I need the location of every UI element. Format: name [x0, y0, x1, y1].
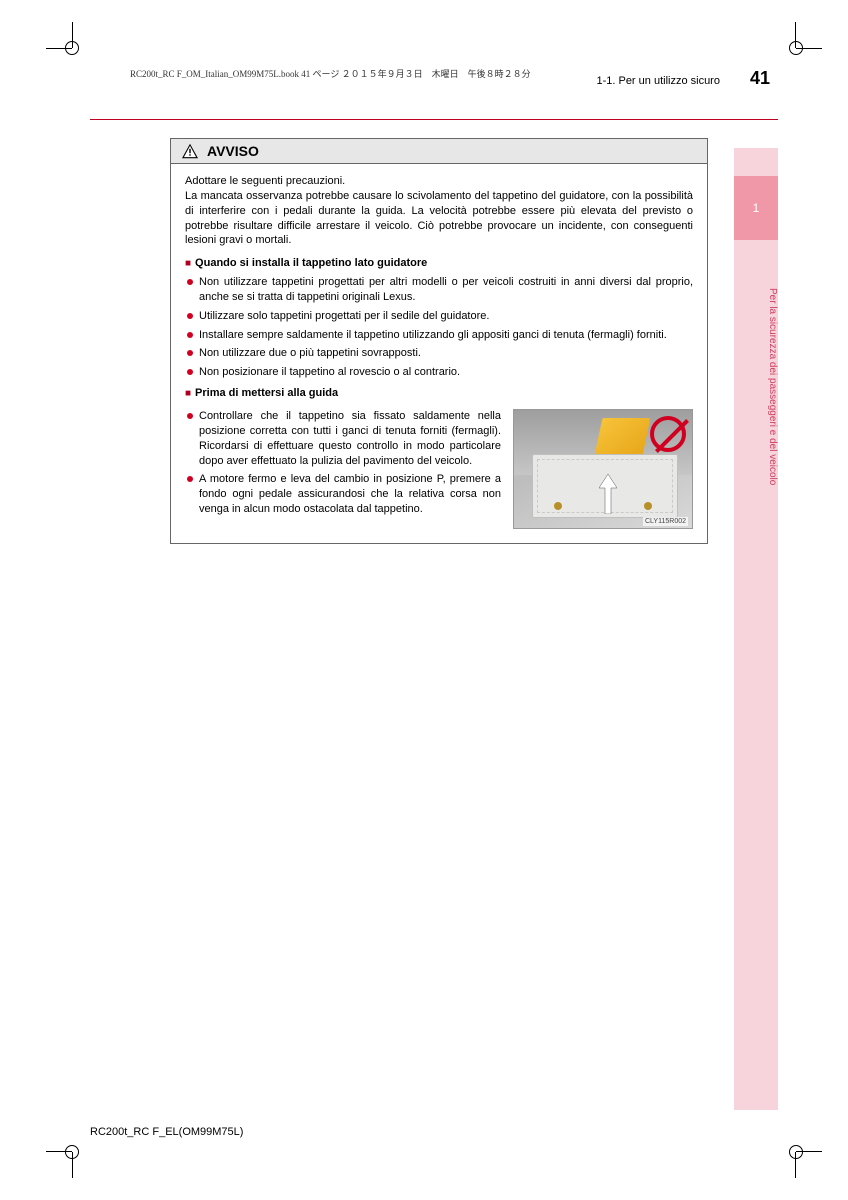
- page-header: 1-1. Per un utilizzo sicuro 41: [90, 68, 778, 89]
- warning-subheading-2: Prima di mettersi alla guida: [185, 386, 693, 401]
- list-item: A motore fermo e leva del cambio in posi…: [199, 472, 501, 517]
- warning-body: Adottare le seguenti precauzioni. La man…: [171, 164, 707, 543]
- warning-list-2: Controllare che il tappetino sia fissato…: [185, 405, 501, 521]
- figure-code: CLY115R002: [643, 517, 688, 526]
- warning-header: AVVISO: [171, 139, 707, 164]
- list-item: Installare sempre saldamente il tappetin…: [199, 328, 693, 343]
- header-rule: [90, 119, 778, 120]
- floor-mat-illustration: CLY115R002: [513, 409, 693, 529]
- warning-intro: Adottare le seguenti precauzioni. La man…: [185, 174, 693, 248]
- chapter-label-vertical: Per la sicurezza dei passeggeri e del ve…: [734, 288, 778, 688]
- prohibition-icon: [650, 416, 686, 452]
- list-item: Non utilizzare tappetini progettati per …: [199, 275, 693, 305]
- warning-list-1: Non utilizzare tappetini progettati per …: [185, 275, 693, 380]
- warning-subheading-1: Quando si installa il tappetino lato gui…: [185, 256, 693, 271]
- arrow-up-icon: [599, 474, 617, 514]
- warning-box: AVVISO Adottare le seguenti precauzioni.…: [170, 138, 708, 544]
- warning-title: AVVISO: [207, 143, 259, 159]
- page-content: 1-1. Per un utilizzo sicuro 41 1 Per la …: [90, 88, 778, 1110]
- list-item: Non posizionare il tappetino al rovescio…: [199, 365, 693, 380]
- chapter-tab: 1: [734, 176, 778, 240]
- warning-triangle-icon: [181, 143, 199, 159]
- page-number: 41: [750, 68, 770, 89]
- section-title: 1-1. Per un utilizzo sicuro: [596, 75, 720, 87]
- list-item: Controllare che il tappetino sia fissato…: [199, 409, 501, 468]
- list-item: Utilizzare solo tappetini progettati per…: [199, 309, 693, 324]
- list-item: Non utilizzare due o più tappetini sovra…: [199, 346, 693, 361]
- chapter-number: 1: [753, 201, 760, 215]
- document-code: RC200t_RC F_EL(OM99M75L): [90, 1126, 243, 1138]
